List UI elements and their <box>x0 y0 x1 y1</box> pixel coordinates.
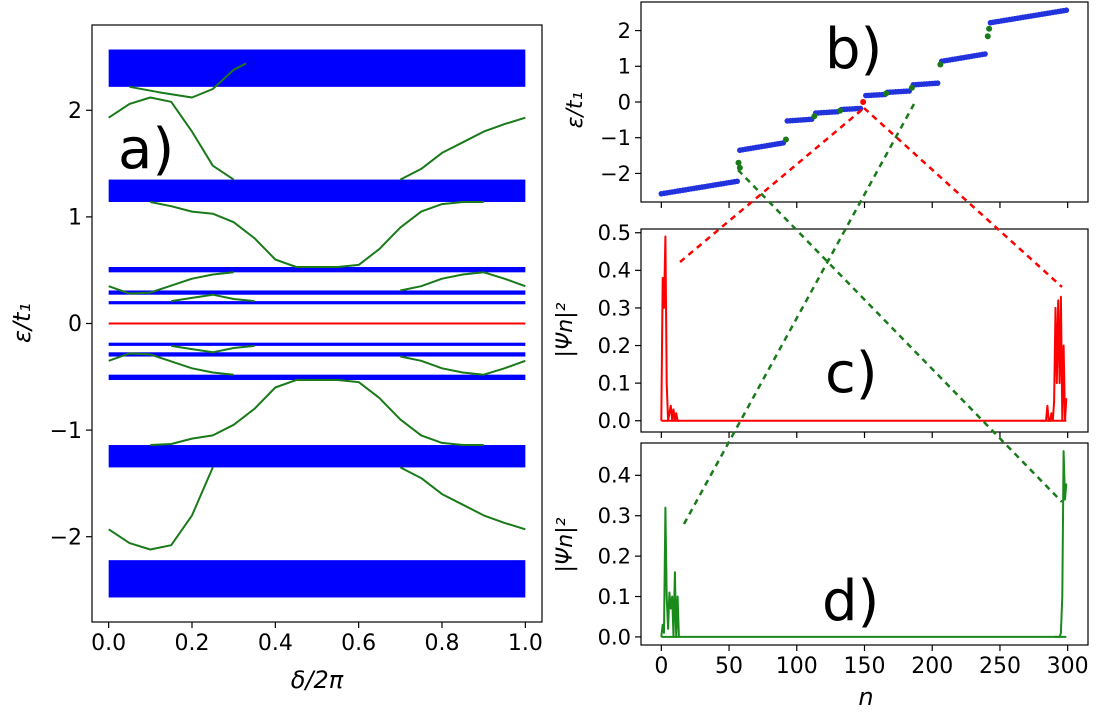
y-tick-label: 0.5 <box>598 221 631 245</box>
y-tick-label: −1 <box>600 126 631 150</box>
eigenvalue-point <box>1063 7 1070 14</box>
y-tick-label: 0.1 <box>598 585 631 609</box>
edge-eigenvalue-point <box>735 159 742 166</box>
edge-state-line <box>108 352 234 376</box>
y-tick-label: 0 <box>618 90 631 114</box>
eigenvalue-point <box>982 51 988 57</box>
connector-dashed-line <box>682 103 916 525</box>
c-series-right <box>1040 295 1068 422</box>
y-tick-label: −2 <box>50 525 82 550</box>
d-series-right <box>1054 450 1068 638</box>
eigenvalue-point <box>934 80 941 86</box>
y-tick-label: 0.0 <box>598 409 631 433</box>
edge-state-line <box>399 116 526 181</box>
edge-state-line <box>171 293 255 303</box>
x-tick-label: 200 <box>911 654 953 679</box>
bulk-band <box>108 352 526 357</box>
edge-eigenvalue-point <box>811 113 818 120</box>
connector-dashed-line <box>737 169 1063 503</box>
c-series-left <box>660 235 679 422</box>
y-tick-label: 0.4 <box>598 259 631 283</box>
edge-state-line <box>108 271 234 295</box>
bulk-band <box>108 290 526 295</box>
edge-eigenvalue-point <box>782 136 789 143</box>
y-axis-label-a: ε/t₁ <box>8 303 36 343</box>
connector-dashed-line <box>863 107 1063 288</box>
panel-label-d: d) <box>822 569 879 634</box>
edge-state-line <box>400 271 526 292</box>
x-tick-label: 150 <box>844 654 886 679</box>
y-axis-label-b: ε/t₁ <box>563 92 588 129</box>
x-tick-label: 1.0 <box>508 631 543 656</box>
x-tick-label: 0.4 <box>258 631 293 656</box>
x-axis-label-a: δ/2π <box>291 666 344 694</box>
bulk-band <box>108 266 526 273</box>
y-tick-label: 0.2 <box>598 544 631 568</box>
x-tick-label: 250 <box>979 654 1021 679</box>
edge-state-line <box>399 466 526 531</box>
panel-label-b: b) <box>825 17 882 82</box>
x-tick-label: 0.0 <box>91 631 126 656</box>
x-tick-label: 50 <box>715 654 743 679</box>
y-tick-label: 0 <box>68 312 82 337</box>
bulk-band <box>108 374 526 381</box>
y-tick-label: 0.1 <box>598 371 631 395</box>
bulk-band <box>108 49 526 87</box>
y-tick-label: 0.4 <box>598 464 631 488</box>
y-tick-label: 0.3 <box>598 504 631 528</box>
edge-state-line <box>129 62 247 99</box>
x-tick-label: 300 <box>1047 654 1089 679</box>
x-tick-label: 0.8 <box>425 631 460 656</box>
edge-eigenvalue-point <box>860 99 867 105</box>
edge-eigenvalue-point <box>986 25 993 32</box>
x-tick-label: 100 <box>776 654 818 679</box>
y-tick-label: 0.3 <box>598 296 631 320</box>
edge-eigenvalue-point <box>984 33 991 40</box>
connector-dashed-line <box>679 107 865 263</box>
bulk-band <box>108 560 526 598</box>
y-tick-label: 0.2 <box>598 334 631 358</box>
edge-eigenvalue-point <box>937 61 944 68</box>
bulk-band <box>108 342 526 346</box>
x-tick-label: 0.6 <box>341 631 376 656</box>
panel-label-c: c) <box>825 341 878 406</box>
y-tick-label: 1 <box>68 206 82 231</box>
y-axis-label-c: |Ψn|² <box>553 302 578 357</box>
eigenvalue-point <box>857 105 864 112</box>
bulk-band <box>108 445 526 468</box>
y-tick-label: 2 <box>618 19 631 43</box>
edge-state-line <box>171 344 255 354</box>
edge-state-line <box>400 355 526 376</box>
edge-eigenvalue-point <box>837 107 844 114</box>
edge-state-line <box>108 467 214 551</box>
edge-state-line <box>150 379 484 446</box>
edge-eigenvalue-point <box>908 84 915 91</box>
y-tick-label: −2 <box>600 162 631 186</box>
panel-label-a: a) <box>118 117 174 182</box>
bulk-band <box>108 301 526 305</box>
y-tick-label: 1 <box>618 55 631 79</box>
x-axis-label-d: n <box>858 683 873 711</box>
edge-eigenvalue-point <box>883 90 890 97</box>
edge-eigenvalue-point <box>736 164 743 171</box>
bulk-band <box>108 179 526 202</box>
y-tick-label: −1 <box>50 419 82 444</box>
x-tick-label: 0 <box>654 654 668 679</box>
x-tick-label: 0.2 <box>175 631 210 656</box>
edge-state-line <box>108 96 235 181</box>
y-tick-label: 0.0 <box>598 625 631 649</box>
eigenvalue-point <box>734 178 740 185</box>
edge-state-line <box>150 201 484 268</box>
d-series-left <box>660 506 680 638</box>
y-tick-label: 2 <box>68 99 82 124</box>
y-axis-label-d: |Ψn|² <box>553 517 578 572</box>
